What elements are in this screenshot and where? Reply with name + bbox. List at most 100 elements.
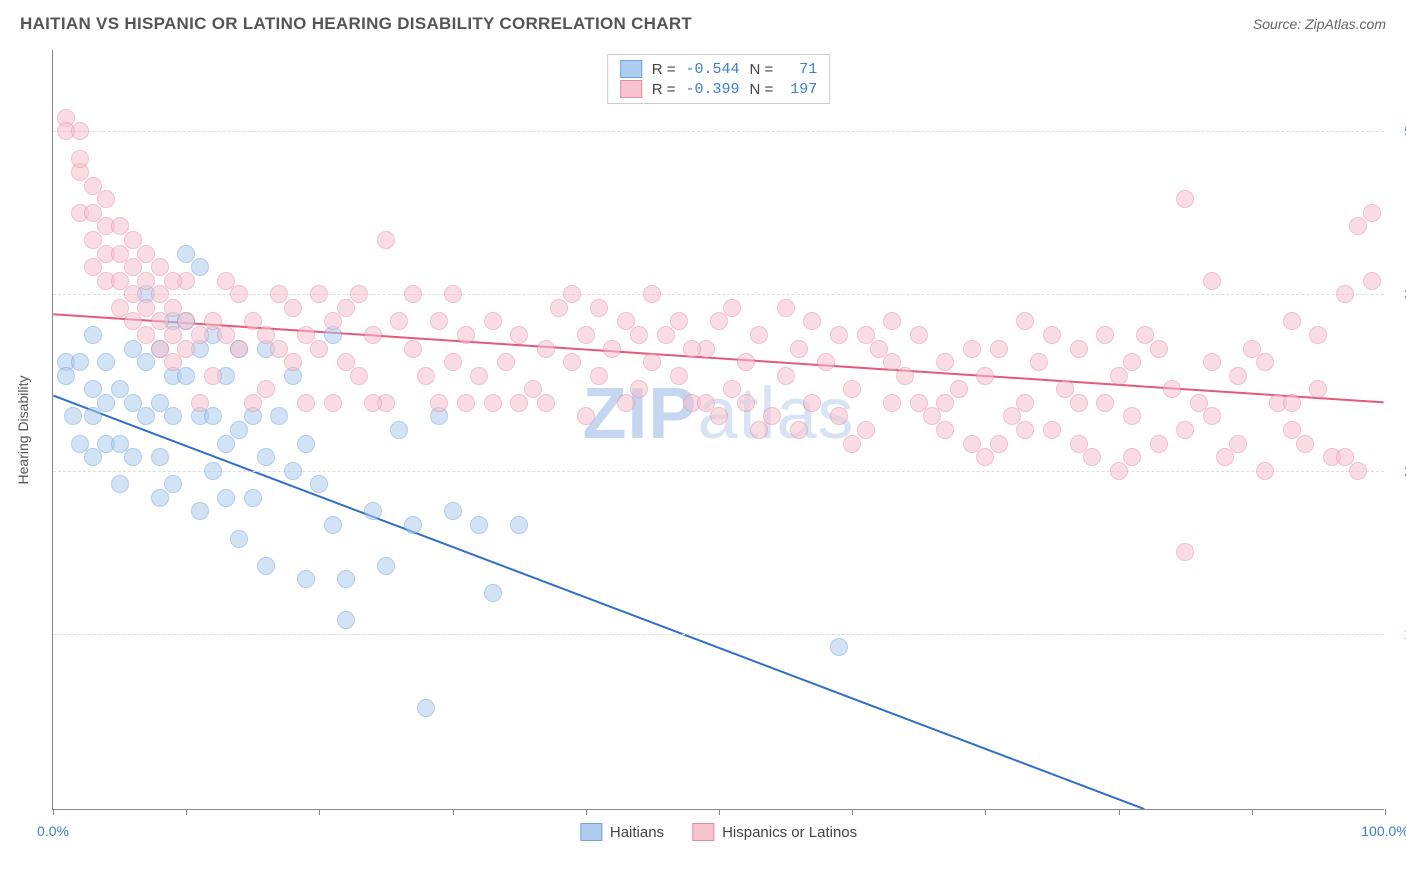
data-point-hispanics (670, 367, 688, 385)
data-point-hispanics (1309, 380, 1327, 398)
x-tick (852, 809, 853, 815)
data-point-haitians (337, 611, 355, 629)
data-point-hispanics (723, 299, 741, 317)
data-point-hispanics (976, 367, 994, 385)
grid-line (53, 634, 1384, 635)
data-point-hispanics (550, 299, 568, 317)
data-point-hispanics (643, 285, 661, 303)
data-point-haitians (297, 570, 315, 588)
data-point-hispanics (1163, 380, 1181, 398)
data-point-hispanics (1083, 448, 1101, 466)
data-point-haitians (164, 475, 182, 493)
data-point-hispanics (164, 272, 182, 290)
data-point-hispanics (244, 394, 262, 412)
x-tick (1252, 809, 1253, 815)
data-point-hispanics (643, 353, 661, 371)
data-point-haitians (257, 557, 275, 575)
data-point-haitians (191, 502, 209, 520)
data-point-hispanics (1123, 353, 1141, 371)
data-point-hispanics (630, 380, 648, 398)
data-point-hispanics (257, 380, 275, 398)
data-point-haitians (151, 448, 169, 466)
data-point-hispanics (603, 340, 621, 358)
legend-r-value: -0.544 (685, 61, 739, 78)
data-point-haitians (390, 421, 408, 439)
data-point-haitians (444, 502, 462, 520)
data-point-haitians (244, 489, 262, 507)
data-point-hispanics (790, 340, 808, 358)
data-point-hispanics (1203, 353, 1221, 371)
data-point-hispanics (457, 326, 475, 344)
data-point-hispanics (737, 353, 755, 371)
data-point-hispanics (790, 421, 808, 439)
data-point-hispanics (297, 394, 315, 412)
x-tick-label-max: 100.0% (1361, 823, 1406, 839)
data-point-hispanics (310, 340, 328, 358)
x-tick (985, 809, 986, 815)
legend-row-haitians: R =-0.544 N =71 (620, 59, 818, 79)
data-point-hispanics (936, 353, 954, 371)
data-point-haitians (417, 699, 435, 717)
data-point-hispanics (830, 407, 848, 425)
data-point-hispanics (1070, 340, 1088, 358)
data-point-hispanics (910, 326, 928, 344)
data-point-hispanics (963, 340, 981, 358)
legend-series-label: Haitians (610, 824, 664, 841)
data-point-hispanics (750, 421, 768, 439)
data-point-hispanics (510, 326, 528, 344)
data-point-haitians (510, 516, 528, 534)
data-point-hispanics (1229, 367, 1247, 385)
data-point-haitians (57, 367, 75, 385)
data-point-hispanics (404, 340, 422, 358)
data-point-hispanics (896, 367, 914, 385)
data-point-hispanics (857, 421, 875, 439)
data-point-hispanics (537, 394, 555, 412)
data-point-haitians (204, 407, 222, 425)
data-point-hispanics (803, 394, 821, 412)
legend-n-value: 71 (783, 61, 817, 78)
data-point-hispanics (1043, 421, 1061, 439)
data-point-hispanics (1176, 421, 1194, 439)
scatter-chart: Hearing Disability ZIPatlas R =-0.544 N … (52, 50, 1384, 810)
data-point-haitians (337, 570, 355, 588)
legend-swatch (692, 823, 714, 841)
data-point-haitians (84, 407, 102, 425)
data-point-hispanics (563, 285, 581, 303)
data-point-hispanics (270, 285, 288, 303)
data-point-hispanics (430, 312, 448, 330)
data-point-haitians (484, 584, 502, 602)
data-point-haitians (217, 489, 235, 507)
data-point-haitians (111, 475, 129, 493)
data-point-hispanics (404, 285, 422, 303)
data-point-hispanics (217, 272, 235, 290)
data-point-hispanics (284, 353, 302, 371)
data-point-hispanics (617, 394, 635, 412)
data-point-hispanics (484, 394, 502, 412)
data-point-hispanics (843, 380, 861, 398)
data-point-hispanics (1349, 462, 1367, 480)
data-point-hispanics (337, 299, 355, 317)
x-tick-label-min: 0.0% (37, 823, 69, 839)
data-point-hispanics (563, 353, 581, 371)
data-point-hispanics (883, 312, 901, 330)
data-point-hispanics (1336, 285, 1354, 303)
data-point-hispanics (577, 407, 595, 425)
legend-series-label: Hispanics or Latinos (722, 824, 857, 841)
grid-line (53, 294, 1384, 295)
data-point-hispanics (883, 353, 901, 371)
data-point-hispanics (1176, 190, 1194, 208)
legend-n-value: 197 (783, 81, 817, 98)
data-point-hispanics (657, 326, 675, 344)
data-point-hispanics (84, 204, 102, 222)
data-point-hispanics (990, 340, 1008, 358)
data-point-hispanics (577, 326, 595, 344)
data-point-haitians (137, 407, 155, 425)
data-point-hispanics (1283, 312, 1301, 330)
x-tick (453, 809, 454, 815)
data-point-hispanics (164, 353, 182, 371)
grid-line (53, 131, 1384, 132)
legend-r-label: R = (652, 81, 676, 98)
data-point-hispanics (97, 190, 115, 208)
data-point-hispanics (683, 340, 701, 358)
legend-r-value: -0.399 (685, 81, 739, 98)
